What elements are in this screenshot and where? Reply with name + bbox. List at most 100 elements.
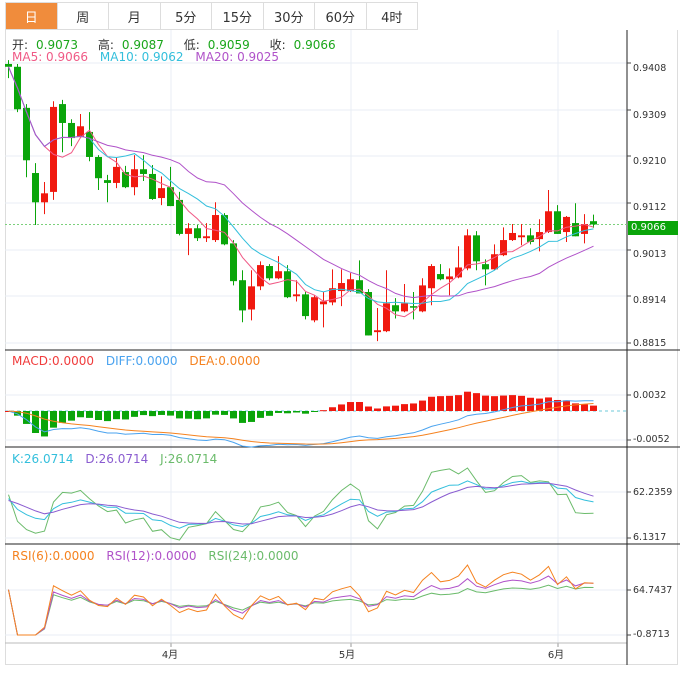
candle-body [158, 188, 165, 199]
candle-body [302, 294, 309, 317]
tab-15min[interactable]: 15分 [212, 3, 264, 30]
macd-bar [59, 411, 66, 423]
current-price-tag: 0.9066 [628, 221, 678, 235]
macd-bar [293, 411, 300, 413]
candle-body [167, 187, 174, 207]
candle-body [59, 104, 66, 123]
candle-body [437, 274, 444, 280]
macd-bar [104, 411, 111, 422]
price-tick: 0.8914 [633, 295, 667, 306]
chart-frame [5, 30, 678, 665]
macd-bar [329, 407, 336, 411]
ma5-line [8, 66, 594, 318]
candle-body [203, 236, 210, 239]
tab-5min[interactable]: 5分 [160, 3, 212, 30]
macd-bar [410, 403, 417, 411]
macd-bar [473, 393, 480, 411]
low-value: 0.9059 [207, 38, 250, 52]
ma-legend: MA5: 0.9066 MA10: 0.9062 MA20: 0.9025 [12, 50, 287, 64]
candle-body [239, 280, 246, 311]
tab-4hour[interactable]: 4时 [366, 3, 418, 30]
x-axis-label: 6月 [547, 650, 565, 661]
x-axis-label: 5月 [338, 650, 356, 661]
macd-value: MACD:0.0000 [12, 354, 95, 368]
candle-body [428, 266, 435, 289]
candle-body [230, 243, 237, 282]
candle-body [104, 180, 111, 183]
macd-bar [194, 411, 201, 420]
candle-body [149, 173, 156, 199]
price-tick: 0.9210 [633, 156, 667, 167]
diff-value: DIFF:0.0000 [105, 354, 178, 368]
candle-body [32, 173, 39, 203]
ma10-value: MA10: 0.9062 [99, 50, 184, 64]
macd-bar [95, 411, 102, 421]
ohlc-legend: 开: 0.9073 高: 0.9087 低: 0.9059 收: 0.9066 [12, 36, 352, 53]
candle-body [113, 166, 120, 183]
candle-body [257, 265, 264, 287]
macd-bar [203, 411, 210, 419]
macd-bar [212, 411, 219, 415]
candle-body [500, 240, 507, 256]
candle-body [446, 276, 453, 280]
candle-body [536, 232, 543, 240]
macd-bar [131, 411, 138, 417]
macd-bar [302, 411, 309, 414]
macd-bar [50, 411, 57, 428]
macd-bar [581, 404, 588, 411]
macd-bar [149, 411, 156, 417]
price-tick: 0.9013 [633, 249, 667, 260]
macd-tick: 0.0032 [633, 390, 667, 401]
macd-legend: MACD:0.0000 DIFF:0.0000 DEA:0.0000 [12, 354, 268, 368]
candle-body [320, 301, 327, 305]
candle-body [545, 211, 552, 233]
candle-body [5, 63, 12, 67]
tab-day[interactable]: 日 [6, 3, 58, 30]
candle-body [509, 232, 516, 241]
tab-60min[interactable]: 60分 [315, 3, 367, 30]
ma5-value: MA5: 0.9066 [12, 50, 89, 64]
rsi12-line [8, 575, 594, 636]
tab-month[interactable]: 月 [109, 3, 161, 30]
candle-body [68, 122, 75, 139]
macd-bar [491, 396, 498, 411]
candle-body [311, 297, 318, 321]
rsi12-value: RSI(12):0.0000 [106, 549, 197, 563]
candle-body [95, 156, 102, 179]
rsi24-line [8, 584, 594, 636]
macd-bar [572, 403, 579, 411]
macd-bar [77, 411, 84, 418]
candle-body [401, 303, 408, 312]
candle-body [293, 294, 300, 297]
macd-bar [158, 411, 165, 415]
macd-bar [23, 411, 30, 424]
tab-30min[interactable]: 30分 [263, 3, 315, 30]
candle-body [176, 199, 183, 234]
candle-body [518, 235, 525, 238]
j-value: J:26.0714 [160, 452, 218, 466]
close-value: 0.9066 [293, 38, 336, 52]
kdj-tick: 62.2359 [633, 487, 673, 498]
macd-bar [554, 399, 561, 411]
tab-week[interactable]: 周 [57, 3, 109, 30]
macd-bar [113, 411, 120, 420]
macd-bar [311, 411, 318, 412]
candle-body [221, 215, 228, 245]
candle-body [50, 106, 57, 192]
close-label: 收: [269, 38, 286, 52]
x-axis-label: 4月 [161, 650, 179, 661]
candle-body [572, 223, 579, 237]
candle-body [140, 169, 147, 174]
macd-bar [14, 411, 21, 416]
kdj-tick: 6.1317 [633, 532, 667, 543]
ma10-line [8, 66, 594, 305]
macd-bar [41, 411, 48, 437]
macd-bar [347, 402, 354, 411]
rsi24-value: RSI(24):0.0000 [208, 549, 299, 563]
candle-body [338, 283, 345, 292]
macd-bar [239, 411, 246, 423]
candle-body [590, 221, 597, 225]
macd-bar [320, 410, 327, 412]
candle-body [554, 211, 561, 234]
